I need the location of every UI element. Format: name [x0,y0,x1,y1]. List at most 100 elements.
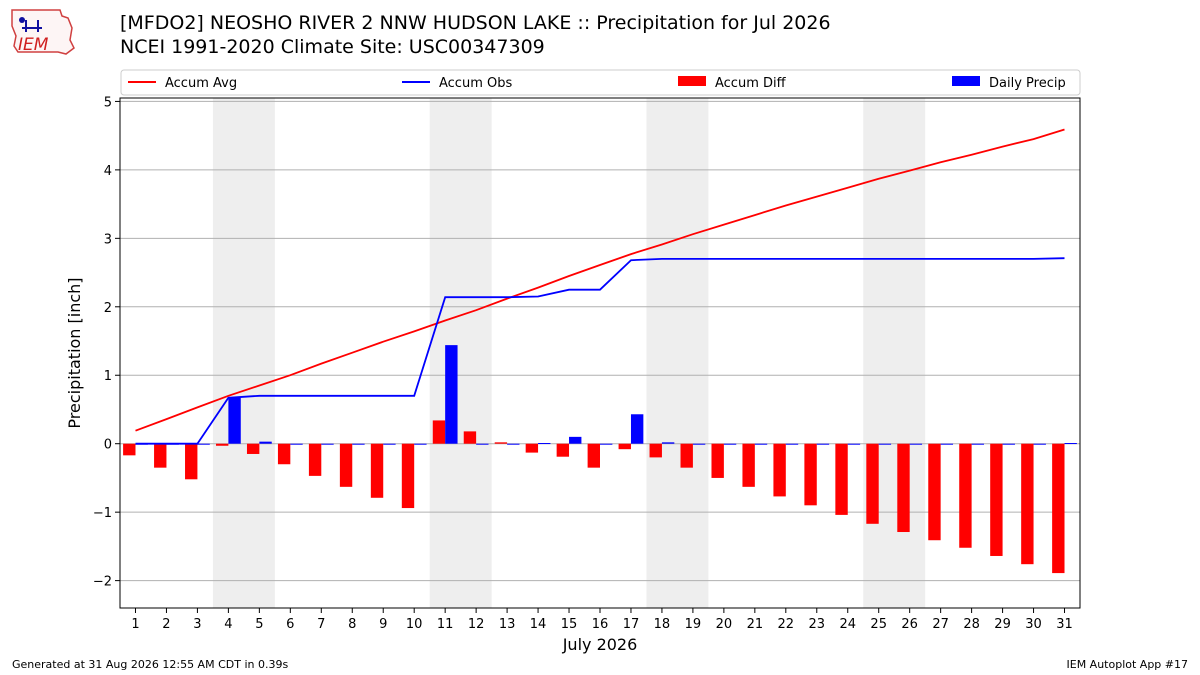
daily-precip-bar [538,443,551,445]
x-tick-label: 12 [468,617,485,632]
accum-diff-bar [587,443,600,468]
legend-accum-avg-label: Accum Avg [165,76,237,91]
accum-diff-bar [463,431,477,444]
x-tick-label: 3 [193,617,201,632]
iem-logo-text: IEM [18,35,49,55]
x-tick-label: 30 [1025,617,1042,632]
legend-daily-precip-label: Daily Precip [989,76,1066,91]
daily-precip-bar [785,443,799,445]
x-tick-label: 31 [1056,617,1073,632]
x-tick-label: 1 [131,617,139,632]
legend-daily-precip-swatch [952,76,980,86]
daily-precip-bar [290,443,303,445]
accum-diff-bar [959,443,972,548]
y-axis-label: Precipitation [inch] [65,277,84,428]
accum-diff-bar [680,443,693,468]
x-tick-label: 20 [716,617,733,632]
daily-precip-bar [909,443,923,445]
x-tick-label: 13 [499,617,516,632]
accum-diff-bar [618,443,631,450]
accum-diff-bar [990,443,1003,556]
x-tick-label: 15 [561,617,578,632]
legend-box [120,69,1081,96]
daily-precip-bar [228,397,241,444]
y-tick-label: 1 [104,369,112,384]
daily-precip-bar [321,443,334,445]
iem-logo: IEM [11,9,75,55]
accum-diff-bar [866,443,879,524]
daily-precip-bar [940,443,954,445]
y-tick-label: 0 [104,438,112,453]
daily-precip-bar [197,443,210,445]
x-tick-label: 2 [162,617,170,632]
daily-precip-bar [630,414,644,444]
accum-diff-bar [494,442,508,444]
weekend-band [212,98,275,608]
x-tick-label: 28 [963,617,980,632]
daily-precip-bar [1033,443,1046,445]
accum-diff-bar [742,443,755,487]
y-tick-label: −1 [93,506,112,521]
generated-timestamp: Generated at 31 Aug 2026 12:55 AM CDT in… [12,658,289,671]
x-tick-label: 18 [654,617,671,632]
accum-diff-bar [835,443,848,515]
x-tick-label: 11 [437,617,454,632]
accum-diff-bar [185,443,198,480]
y-tick-label: 5 [104,95,112,110]
daily-precip-bar [383,443,396,445]
daily-precip-bar [414,443,427,445]
accum-obs-line [135,257,1065,445]
daily-precip-bar [723,443,737,445]
x-tick-label: 9 [379,617,387,632]
daily-precip-bar [569,436,582,444]
x-tick-label: 17 [623,617,640,632]
accum-diff-bar [1021,443,1034,565]
accum-avg-line [135,128,1065,432]
legend-accum-diff-swatch [678,76,706,86]
x-tick-label: 19 [685,617,702,632]
accum-diff-bar [246,443,260,454]
accum-diff-bar [928,443,941,541]
x-tick-label: 6 [286,617,294,632]
y-tick-label: 2 [104,301,112,316]
accum-diff-bar [401,443,415,509]
accum-diff-bar [216,443,229,446]
daily-precip-bar [600,443,613,445]
x-tick-label: 23 [809,617,826,632]
daily-precip-bar [661,442,675,444]
accum-diff-bar [773,443,786,497]
x-tick-label: 10 [406,617,423,632]
accum-diff-bar [711,443,724,478]
weekend-band [646,98,709,608]
daily-precip-bar [816,443,830,445]
daily-precip-bar [847,443,861,445]
accum-diff-bar [804,443,817,506]
accum-diff-bar [370,443,384,498]
x-tick-label: 8 [348,617,356,632]
daily-precip-bar [259,441,272,444]
x-tick-label: 16 [592,617,609,632]
daily-precip-bar [352,443,365,445]
x-tick-label: 7 [317,617,325,632]
daily-precip-bar [692,443,706,445]
chart-subtitle: NCEI 1991-2020 Climate Site: USC00347309 [120,36,545,58]
accum-diff-bar [154,443,167,468]
x-tick-label: 14 [530,617,547,632]
y-tick-label: 4 [104,164,112,179]
daily-precip-bar [1064,443,1077,445]
accum-diff-bar [556,443,570,457]
x-tick-label: 4 [224,617,232,632]
x-tick-label: 5 [255,617,263,632]
daily-precip-bar [476,443,489,445]
chart-title: [MFDO2] NEOSHO RIVER 2 NNW HUDSON LAKE :… [120,12,831,34]
accum-diff-bar [432,420,446,444]
x-tick-label: 27 [932,617,949,632]
app-credit: IEM Autoplot App #17 [1066,658,1189,671]
x-axis-label: July 2026 [562,635,638,654]
accum-diff-bar [339,443,353,487]
accum-diff-bar [649,443,662,458]
accum-diff-bar [277,443,291,465]
accum-diff-bar [897,443,910,533]
x-tick-label: 21 [747,617,764,632]
